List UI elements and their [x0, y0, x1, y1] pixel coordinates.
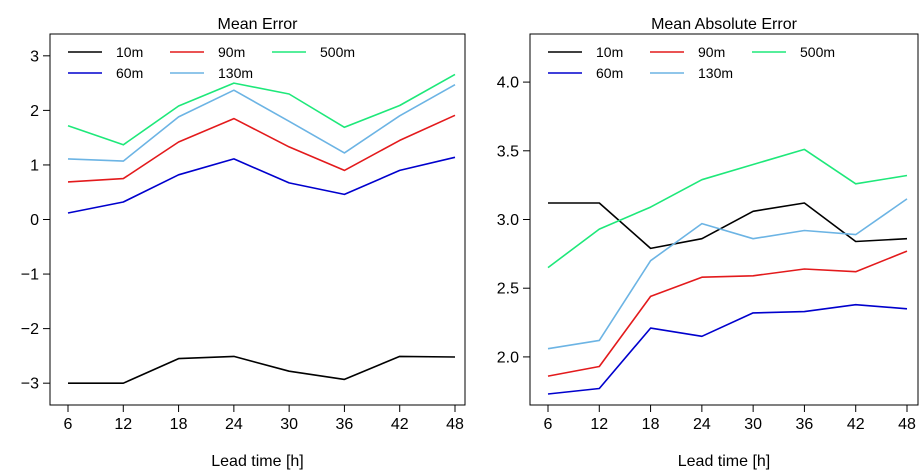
plot-frame: [49, 33, 466, 406]
series-line-60m: [547, 303, 908, 395]
y-tick-label: 2: [30, 103, 39, 120]
series-line-60m: [67, 156, 456, 214]
y-tick-label: 4.0: [497, 75, 519, 92]
series-line-10m: [548, 202, 908, 250]
x-tick-label: 24: [225, 416, 243, 433]
chart-title: Mean Error: [217, 16, 298, 33]
y-tick-label: −3: [21, 376, 39, 393]
legend-label: 90m: [698, 44, 725, 60]
legend-label: 10m: [596, 44, 623, 60]
y-tick-label: 2.0: [497, 349, 519, 366]
legend-label: 10m: [116, 44, 143, 60]
y-tick-label: 3: [30, 48, 39, 65]
x-axis-label: Lead time [h]: [211, 453, 304, 470]
legend-label: 130m: [698, 65, 733, 81]
plot-frame: [529, 33, 919, 406]
mean-absolute-error-panel: Mean Absolute Error 6 12 18 24 30 36 42 48 Lead t…: [497, 16, 919, 470]
x-tick-label: 42: [391, 416, 409, 433]
legend-label: 60m: [116, 65, 143, 81]
legend-label: 500m: [320, 44, 355, 60]
y-tick-label: −1: [21, 267, 39, 284]
x-tick-label: 24: [693, 416, 711, 433]
x-tick-label: 48: [446, 416, 464, 433]
x-tick-label: 18: [642, 416, 660, 433]
x-tick-label: 48: [898, 416, 916, 433]
x-tick-label: 42: [847, 416, 865, 433]
legend-label: 130m: [218, 65, 253, 81]
x-tick-label: 30: [280, 416, 298, 433]
x-tick-label: 36: [336, 416, 354, 433]
x-tick-label: 6: [544, 416, 553, 433]
y-tick-label: 3.0: [497, 212, 519, 229]
y-tick-label: 1: [30, 157, 39, 174]
x-tick-label: 36: [796, 416, 814, 433]
x-tick-label: 18: [170, 416, 188, 433]
series-line-500m: [547, 148, 908, 269]
chart-title: Mean Absolute Error: [651, 16, 798, 33]
x-tick-label: 30: [744, 416, 762, 433]
series-line-90m: [547, 250, 908, 377]
series-line-10m: [68, 355, 456, 385]
series-line-500m: [67, 73, 456, 146]
series-line-90m: [67, 114, 456, 183]
y-tick-label: 0: [30, 212, 39, 229]
y-tick-label: −2: [21, 321, 39, 338]
series-line-130m: [547, 198, 908, 350]
x-axis-label: Lead time [h]: [678, 453, 771, 470]
x-tick-label: 6: [64, 416, 73, 433]
x-tick-label: 12: [114, 416, 132, 433]
x-tick-label: 12: [590, 416, 608, 433]
y-tick-label: 3.5: [497, 143, 519, 160]
series-line-130m: [67, 84, 456, 162]
legend-label: 90m: [218, 44, 245, 60]
legend-label: 60m: [596, 65, 623, 81]
y-tick-label: 2.5: [497, 281, 519, 298]
legend-label: 500m: [800, 44, 835, 60]
